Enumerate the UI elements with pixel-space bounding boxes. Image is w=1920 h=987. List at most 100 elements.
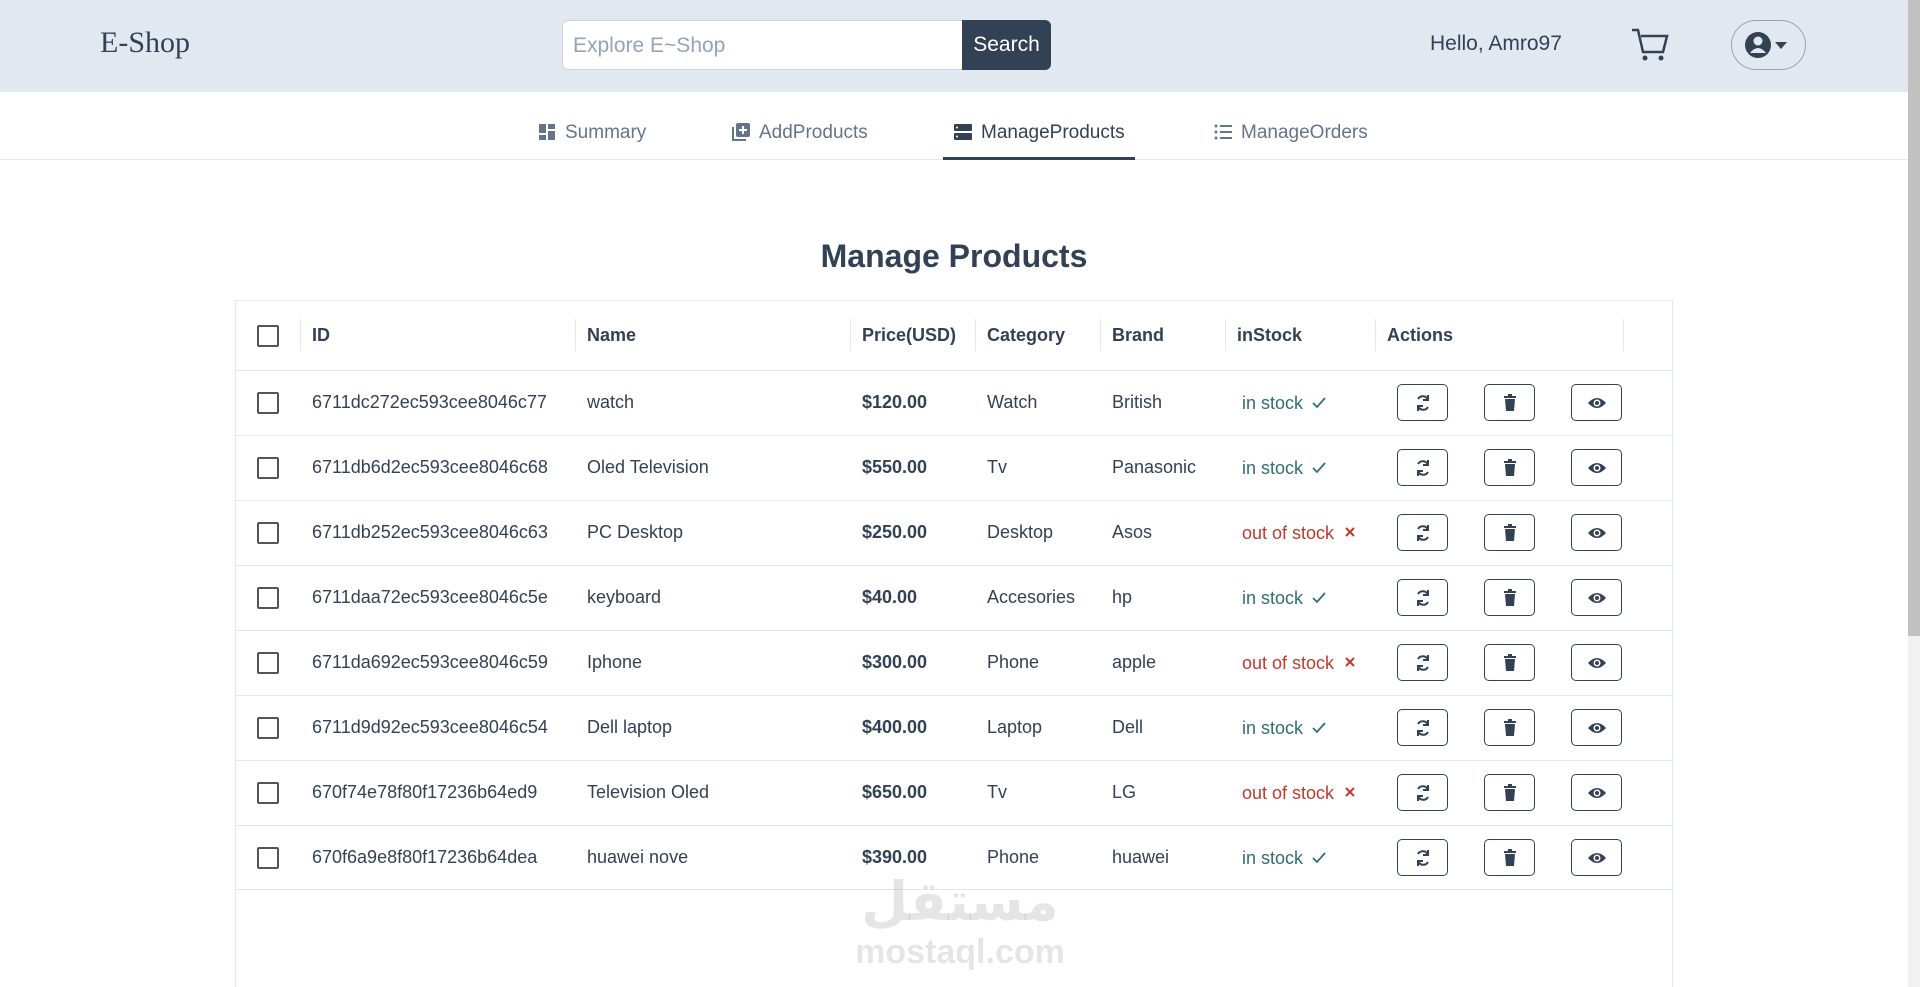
cell-text: Tv [987, 782, 1007, 802]
table-row: 6711daa72ec593cee8046c5e keyboard $40.00 Ac… [236, 565, 1672, 630]
watermark: مستقل mostaql.com [800, 870, 1120, 972]
cell-text: $390.00 [862, 847, 928, 867]
delete-button[interactable] [1484, 644, 1535, 681]
toggle-stock-button[interactable] [1397, 774, 1448, 811]
icon [732, 123, 750, 141]
product-id: 6711db6d2ec593cee8046c68 [312, 457, 548, 477]
delete-button[interactable] [1484, 514, 1535, 551]
icon [1587, 787, 1606, 798]
stock-status: out of stock [1242, 652, 1360, 674]
scrollbar-thumb[interactable] [1908, 0, 1920, 636]
view-button[interactable] [1571, 579, 1622, 616]
table-row: 6711db252ec593cee8046c63 PC Desktop $250.0… [236, 500, 1672, 565]
icon [539, 124, 555, 140]
icon [1345, 657, 1355, 667]
table-row: 670f74e78f80f17236b64ed9 Television Oled $… [236, 760, 1672, 825]
column-header: Name [587, 325, 637, 345]
view-button[interactable] [1571, 644, 1622, 681]
toggle-stock-button[interactable] [1397, 384, 1448, 421]
view-button[interactable] [1571, 514, 1622, 551]
search-button[interactable]: Search [962, 20, 1051, 70]
profile-button[interactable] [1731, 20, 1806, 70]
cell-text: Tv [987, 457, 1007, 477]
delete-button[interactable] [1484, 774, 1535, 811]
table-row: 6711dc272ec593cee8046c77 watch $120.00 Watc… [236, 370, 1672, 435]
delete-button[interactable] [1484, 384, 1535, 421]
tab[interactable]: AddProducts [721, 122, 878, 160]
product-id: 670f74e78f80f17236b64ed9 [312, 782, 538, 802]
page-title: Manage Products [820, 238, 1088, 274]
cell-text: Panasonic [1112, 457, 1197, 477]
tab-label: ManageOrders [1241, 122, 1368, 143]
product-id: 670f6a9e8f80f17236b64dea [312, 847, 538, 867]
cell-text: $300.00 [862, 652, 928, 672]
row-checkbox[interactable] [257, 652, 279, 674]
cell-text: huawei [1112, 847, 1170, 867]
row-checkbox[interactable] [257, 717, 279, 739]
stock-status: in stock [1242, 717, 1329, 739]
icon [1312, 592, 1326, 604]
tab-label: Summary [565, 122, 647, 143]
stock-status: out of stock [1242, 522, 1360, 544]
toggle-stock-button[interactable] [1397, 579, 1448, 616]
cell-text: Asos [1112, 522, 1153, 542]
view-button[interactable] [1571, 449, 1622, 486]
view-button[interactable] [1571, 839, 1622, 876]
cart-icon[interactable] [1630, 26, 1670, 64]
delete-button[interactable] [1484, 839, 1535, 876]
icon [1416, 849, 1429, 866]
toggle-stock-button[interactable] [1397, 644, 1448, 681]
toggle-stock-button[interactable] [1397, 449, 1448, 486]
toggle-stock-button[interactable] [1397, 514, 1448, 551]
column-separator [1225, 319, 1226, 351]
stock-status: in stock [1242, 587, 1329, 609]
column-separator [300, 319, 301, 351]
header-checkbox[interactable] [257, 325, 279, 347]
view-button[interactable] [1571, 709, 1622, 746]
tab-bar: Summary AddProducts ManageProducts ManageOr… [0, 92, 1908, 160]
tab[interactable]: ManageProducts [943, 122, 1135, 160]
icon [1503, 393, 1516, 411]
row-checkbox[interactable] [257, 457, 279, 479]
product-id: 6711dc272ec593cee8046c77 [312, 392, 547, 412]
cell-text: Laptop [987, 717, 1043, 737]
delete-button[interactable] [1484, 709, 1535, 746]
view-button[interactable] [1571, 774, 1622, 811]
cell-text: LG [1112, 782, 1137, 802]
icon [954, 124, 972, 140]
icon [1587, 722, 1606, 733]
tab-label: ManageProducts [981, 122, 1125, 143]
cell-text: $120.00 [862, 392, 928, 412]
row-checkbox[interactable] [257, 522, 279, 544]
tab[interactable]: Summary [527, 122, 656, 160]
toggle-stock-button[interactable] [1397, 709, 1448, 746]
icon [1503, 848, 1516, 866]
column-header: Category [987, 325, 1066, 345]
search-input[interactable]: Explore E~Shop [562, 20, 962, 70]
cell-text: Accesories [987, 587, 1076, 607]
column-separator [1375, 319, 1376, 351]
toggle-stock-button[interactable] [1397, 839, 1448, 876]
cell-text: Desktop [987, 522, 1054, 542]
logo[interactable]: E-Shop [100, 26, 190, 59]
row-checkbox[interactable] [257, 392, 279, 414]
icon [1416, 719, 1429, 736]
cell-text: hp [1112, 587, 1133, 607]
icon [1587, 527, 1606, 538]
cell-text: keyboard [587, 587, 662, 607]
delete-button[interactable] [1484, 449, 1535, 486]
delete-button[interactable] [1484, 579, 1535, 616]
icon [1345, 527, 1355, 537]
view-button[interactable] [1571, 384, 1622, 421]
row-checkbox[interactable] [257, 782, 279, 804]
cell-text: British [1112, 392, 1163, 412]
row-checkbox[interactable] [257, 587, 279, 609]
icon [1503, 718, 1516, 736]
stock-status: in stock [1242, 847, 1329, 869]
tab[interactable]: ManageOrders [1203, 122, 1378, 160]
cell-text: Oled Television [587, 457, 709, 477]
product-id: 6711da692ec593cee8046c59 [312, 652, 548, 672]
row-checkbox[interactable] [257, 847, 279, 869]
